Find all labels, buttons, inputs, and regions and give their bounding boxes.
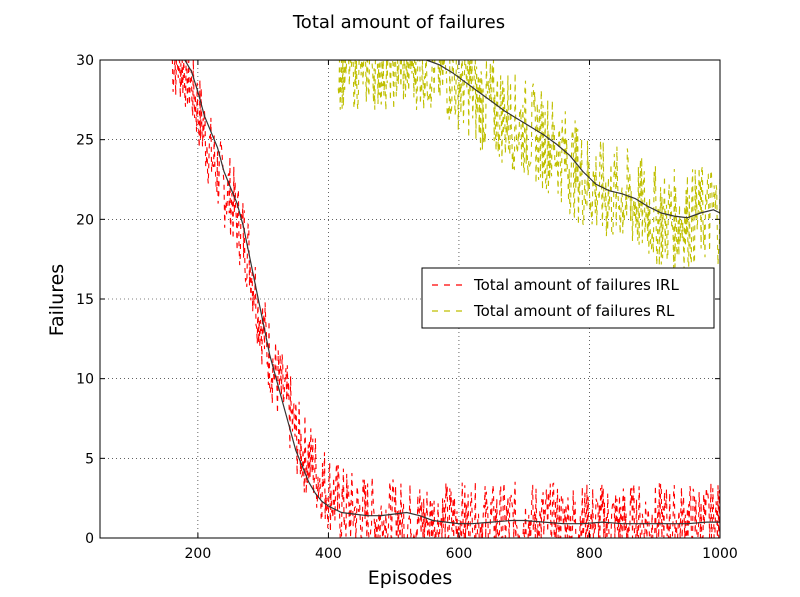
legend-label-rl: Total amount of failures RL xyxy=(473,302,675,320)
y-tick-label: 0 xyxy=(85,531,94,547)
ticks: 200 400 600 800 1000 0 5 10 15 20 25 30 xyxy=(76,53,738,562)
x-tick-label: 800 xyxy=(576,546,603,562)
y-tick-label: 30 xyxy=(76,53,94,69)
legend-box xyxy=(421,267,715,329)
legend: Total amount of failures IRL Total amoun… xyxy=(421,267,715,329)
series-line-1 xyxy=(337,60,720,270)
trend-line-2 xyxy=(171,60,720,525)
x-tick-label: 600 xyxy=(446,546,473,562)
y-axis-title: Failures xyxy=(46,264,68,336)
trend-line-3 xyxy=(328,60,720,219)
y-tick-label: 25 xyxy=(76,133,94,149)
y-tick-label: 10 xyxy=(76,372,94,388)
y-tick-label: 15 xyxy=(76,292,94,308)
x-axis-title: Episodes xyxy=(368,567,453,589)
series-layer xyxy=(171,60,720,538)
y-tick-label: 5 xyxy=(85,451,94,467)
x-tick-label: 400 xyxy=(315,546,342,562)
chart-title: Total amount of failures xyxy=(292,12,505,33)
y-tick-label: 20 xyxy=(76,212,94,228)
series-line-0 xyxy=(171,60,720,538)
x-tick-label: 1000 xyxy=(702,546,738,562)
x-tick-label: 200 xyxy=(185,546,212,562)
legend-label-irl: Total amount of failures IRL xyxy=(473,276,679,294)
